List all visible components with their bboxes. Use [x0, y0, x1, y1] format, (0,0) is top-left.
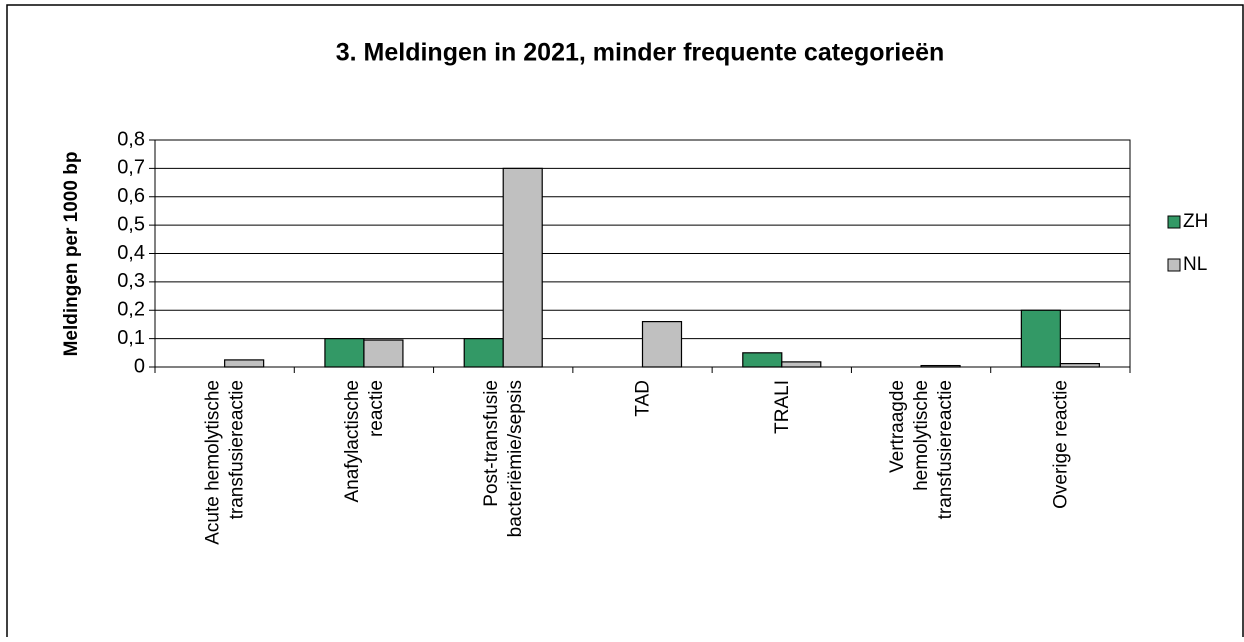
- y-tick-label: 0,6: [117, 185, 145, 207]
- x-tick-label: Anafylactische reactie: [342, 380, 387, 503]
- y-tick-label: 0,1: [117, 327, 145, 349]
- x-tick-label: Overige reactie: [1050, 380, 1071, 509]
- bar: [463, 338, 504, 368]
- y-tick-label: 0: [134, 355, 145, 377]
- x-tick-label: Acute hemolytische transfusiereactie: [203, 380, 248, 545]
- y-tick-label: 0,8: [117, 128, 145, 150]
- x-tick-label: TRALI: [772, 380, 793, 434]
- y-tick-label: 0,2: [117, 299, 145, 321]
- bar: [1020, 309, 1061, 368]
- bar: [502, 167, 543, 368]
- y-tick-label: 0,4: [117, 242, 145, 264]
- legend-label: ZH: [1183, 211, 1208, 232]
- bar: [920, 364, 961, 368]
- legend-swatch: [1167, 258, 1181, 272]
- bar: [224, 359, 265, 368]
- bar: [742, 352, 783, 368]
- x-tick-label: TAD: [633, 380, 654, 417]
- bar: [641, 321, 683, 368]
- y-axis-label: Meldingen per 1000 bp: [61, 152, 82, 357]
- bar: [324, 338, 365, 368]
- bar: [1059, 362, 1100, 368]
- y-tick-label: 0,3: [117, 270, 145, 292]
- legend-swatch: [1167, 215, 1181, 229]
- x-tick-label: Post-transfusie bacteriëmie/sepsis: [481, 380, 526, 537]
- bar: [781, 361, 822, 368]
- y-tick-label: 0,5: [117, 213, 145, 235]
- legend-label: NL: [1183, 254, 1207, 275]
- y-tick-label: 0,7: [117, 157, 145, 179]
- bar: [363, 339, 404, 368]
- chart-title: 3. Meldingen in 2021, minder frequente c…: [336, 39, 945, 67]
- x-tick-label: Vertraagde hemolytische transfusiereactie: [887, 380, 956, 519]
